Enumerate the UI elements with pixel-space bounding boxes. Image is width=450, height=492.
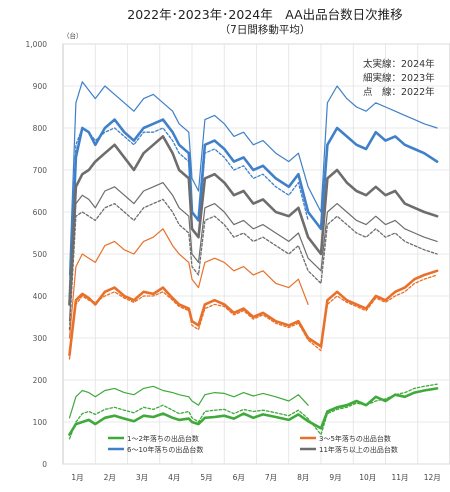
y-tick-label: 1,000 (26, 40, 48, 49)
line-style-legend-2022: 点 線：2022年 (363, 86, 435, 98)
line-style-legend: 太実線：2024年 細実線：2023年 点 線：2022年 (363, 58, 435, 98)
y-tick-label: 700 (33, 166, 48, 175)
y-tick-label: 500 (33, 250, 48, 259)
x-tick-label: 1月 (71, 473, 83, 482)
legend-label-orange: 3～5年落ちの出品台数 (319, 434, 391, 443)
legend-label-green: 1～2年落ちの出品台数 (127, 434, 199, 443)
series-line (68, 228, 309, 339)
grid-lines (62, 43, 450, 465)
legend-label-gray: 11年落ち以上の出品台数 (319, 445, 398, 454)
chart-title: 2022年･2023年･2024年 AA出品台数日次推移 (127, 7, 402, 22)
y-tick-labels: 0 100 200 300 400 500 600 700 800 900 1,000 (26, 40, 48, 469)
x-tick-label: 9月 (329, 473, 341, 482)
y-tick-label: 200 (33, 376, 48, 385)
x-tick-label: 6月 (233, 473, 245, 482)
legend-label-blue: 6～10年落ちの出品台数 (127, 445, 203, 454)
series-line (68, 182, 438, 322)
x-tick-label: 5月 (200, 473, 212, 482)
y-tick-label: 100 (33, 418, 48, 427)
x-tick-label: 2月 (104, 473, 116, 482)
y-axis-unit: （台） (63, 31, 83, 40)
series-line (68, 135, 439, 306)
series-line (68, 198, 438, 331)
series-line (68, 274, 438, 360)
y-tick-label: 600 (33, 208, 48, 217)
series-lines (68, 81, 439, 440)
x-tick-label: 12月 (424, 473, 441, 482)
series-line (68, 387, 439, 436)
y-tick-label: 300 (33, 334, 48, 343)
series-legend: 1～2年落ちの出品台数 3～5年落ちの出品台数 6～10年落ちの出品台数 11年… (108, 434, 398, 454)
x-tick-labels: 1月 2月 3月 4月 5月 6月 7月 8月 9月 10月 11月 12月 (71, 473, 440, 482)
y-tick-label: 800 (33, 124, 48, 133)
x-tick-label: 8月 (297, 473, 309, 482)
series-line (68, 118, 439, 306)
x-tick-label: 7月 (265, 473, 277, 482)
series-line (68, 127, 309, 289)
x-tick-label: 4月 (168, 473, 180, 482)
series-line (68, 81, 438, 276)
x-tick-label: 11月 (391, 473, 408, 482)
series-line (68, 385, 309, 419)
x-tick-label: 10月 (359, 473, 376, 482)
series-line (68, 383, 438, 440)
series-line (68, 269, 439, 357)
line-style-legend-2023: 細実線：2023年 (363, 72, 435, 84)
line-style-legend-2024: 太実線：2024年 (363, 58, 435, 70)
y-tick-label: 400 (33, 292, 48, 301)
x-tick-label: 3月 (136, 473, 148, 482)
y-tick-label: 900 (33, 82, 48, 91)
y-tick-label: 0 (42, 460, 47, 469)
chart-subtitle: （7日間移動平均） (220, 23, 311, 36)
